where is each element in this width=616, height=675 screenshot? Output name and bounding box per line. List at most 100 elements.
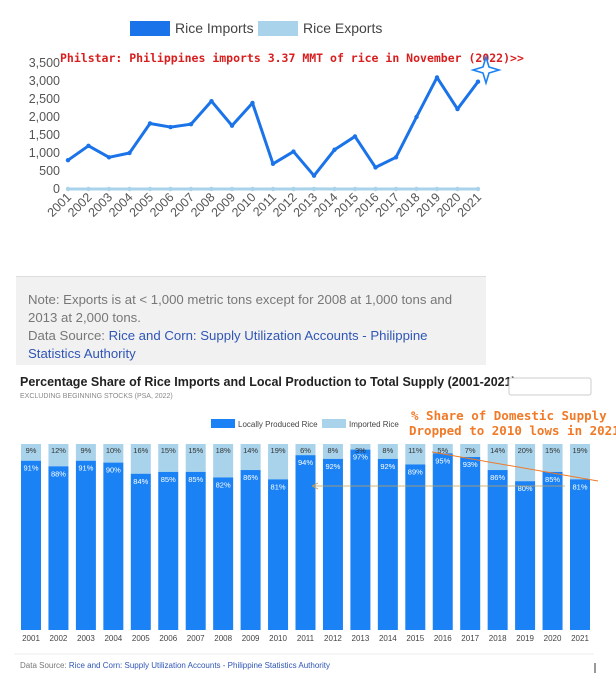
imported-rice-bar[interactable] [185,444,206,472]
rice-imports-point[interactable] [270,161,276,166]
local-rice-bar[interactable] [48,466,69,630]
year-label: 2007 [187,634,205,643]
rice-imports-point[interactable] [434,75,440,80]
rice-exports-point[interactable] [455,186,460,192]
imported-rice-bar[interactable] [405,444,426,465]
local-rice-bar[interactable] [213,477,234,630]
imported-rice-bar[interactable] [570,444,590,480]
rice-imports-point[interactable] [147,121,153,126]
local-rice-bar[interactable] [487,470,508,630]
annotation-line-2: Dropped to 2010 lows in 2021 [409,423,616,438]
legend-label-local: Locally Produced Rice [238,420,318,429]
local-rice-bar[interactable] [295,455,316,630]
rice-imports-point[interactable] [86,143,91,148]
y-tick-label: 2,000 [29,110,60,124]
rice-exports-point[interactable] [291,186,296,192]
rice-imports-point[interactable] [332,147,337,152]
rice-imports-point[interactable] [291,149,296,154]
rice-exports-point[interactable] [311,186,317,192]
local-rice-bar[interactable] [158,471,179,630]
imported-rice-bar[interactable] [103,444,124,463]
imported-rice-bar[interactable] [158,444,179,472]
rice-exports-point[interactable] [229,186,235,192]
rice-imports-point[interactable] [311,173,317,178]
rice-exports-point[interactable] [209,186,214,192]
local-pct-label: 94% [298,458,313,467]
rice-imports-point[interactable] [209,98,214,104]
rice-imports-point[interactable] [352,134,358,139]
imported-rice-bar[interactable] [487,444,508,471]
imported-rice-bar[interactable] [213,444,234,478]
imported-pct-label: 11% [408,446,423,455]
local-rice-bar[interactable] [75,460,96,630]
rice-imports-point[interactable] [229,123,235,128]
legend-swatch-exports[interactable] [258,21,298,36]
rice-imports-point[interactable] [414,114,419,120]
local-rice-bar[interactable] [240,470,261,630]
legend-swatch-local[interactable] [211,419,235,428]
rice-imports-point[interactable] [188,122,194,127]
rice-exports-point[interactable] [475,186,481,192]
rice-exports-point[interactable] [393,186,399,192]
rice-exports-point[interactable] [414,186,419,192]
imported-rice-bar[interactable] [295,444,316,456]
rice-exports-point[interactable] [352,186,358,192]
rice-exports-point[interactable] [147,186,153,192]
rice-imports-point[interactable] [373,165,378,170]
local-rice-bar[interactable] [268,479,289,630]
local-rice-bar[interactable] [432,453,453,630]
local-rice-bar[interactable] [515,481,536,630]
rice-exports-point[interactable] [373,186,378,192]
local-rice-bar[interactable] [21,460,41,630]
imported-rice-bar[interactable] [75,444,96,461]
rice-exports-point[interactable] [332,186,337,192]
local-rice-bar[interactable] [570,479,590,630]
imported-rice-bar[interactable] [350,444,371,450]
imported-rice-bar[interactable] [130,444,151,474]
rice-exports-point[interactable] [127,186,132,192]
note-source-link-2[interactable]: Statistics Authority [28,346,136,361]
rice-exports-point[interactable] [188,186,194,192]
rice-imports-point[interactable] [475,79,481,84]
local-rice-bar[interactable] [377,458,398,630]
rice-exports-point[interactable] [65,186,71,192]
local-rice-bar[interactable] [350,449,371,630]
imported-rice-bar[interactable] [460,444,481,458]
rice-imports-point[interactable] [65,158,71,163]
rice-exports-point[interactable] [86,186,91,192]
local-rice-bar[interactable] [322,458,343,630]
supply-share-bar-chart: Percentage Share of Rice Imports and Loc… [14,366,616,675]
local-rice-bar[interactable] [103,462,124,630]
legend-swatch-imported[interactable] [322,419,346,428]
local-rice-bar[interactable] [460,457,481,630]
imported-rice-bar[interactable] [432,444,453,454]
local-rice-bar[interactable] [130,473,151,630]
search-box[interactable] [508,377,592,396]
legend-swatch-imports[interactable] [130,21,170,36]
rice-imports-point[interactable] [127,150,132,156]
imported-rice-bar[interactable] [21,444,41,461]
local-rice-bar[interactable] [542,471,563,630]
rice-imports-point[interactable] [168,124,173,130]
rice-exports-point[interactable] [168,186,173,192]
rice-exports-point[interactable] [270,186,276,192]
rice-exports-point[interactable] [434,186,440,192]
imported-rice-bar[interactable] [542,444,563,472]
imported-rice-bar[interactable] [240,444,261,471]
imported-rice-bar[interactable] [268,444,289,480]
rice-imports-point[interactable] [455,106,460,112]
note-source-link[interactable]: Rice and Corn: Supply Utilization Accoun… [108,328,428,343]
imported-rice-bar[interactable] [322,444,343,459]
rice-exports-point[interactable] [250,186,255,192]
rice-imports-point[interactable] [393,155,399,160]
rice-imports-line[interactable] [67,75,480,178]
rice-imports-point[interactable] [106,155,112,160]
imported-rice-bar[interactable] [515,444,536,482]
rice-imports-point[interactable] [250,100,255,106]
local-rice-bar[interactable] [405,464,426,630]
bar-footer-link[interactable]: Rice and Corn: Supply Utilization Accoun… [69,661,330,670]
local-rice-bar[interactable] [185,471,206,630]
imported-rice-bar[interactable] [377,444,398,459]
imported-rice-bar[interactable] [48,444,69,467]
rice-exports-point[interactable] [106,186,112,192]
